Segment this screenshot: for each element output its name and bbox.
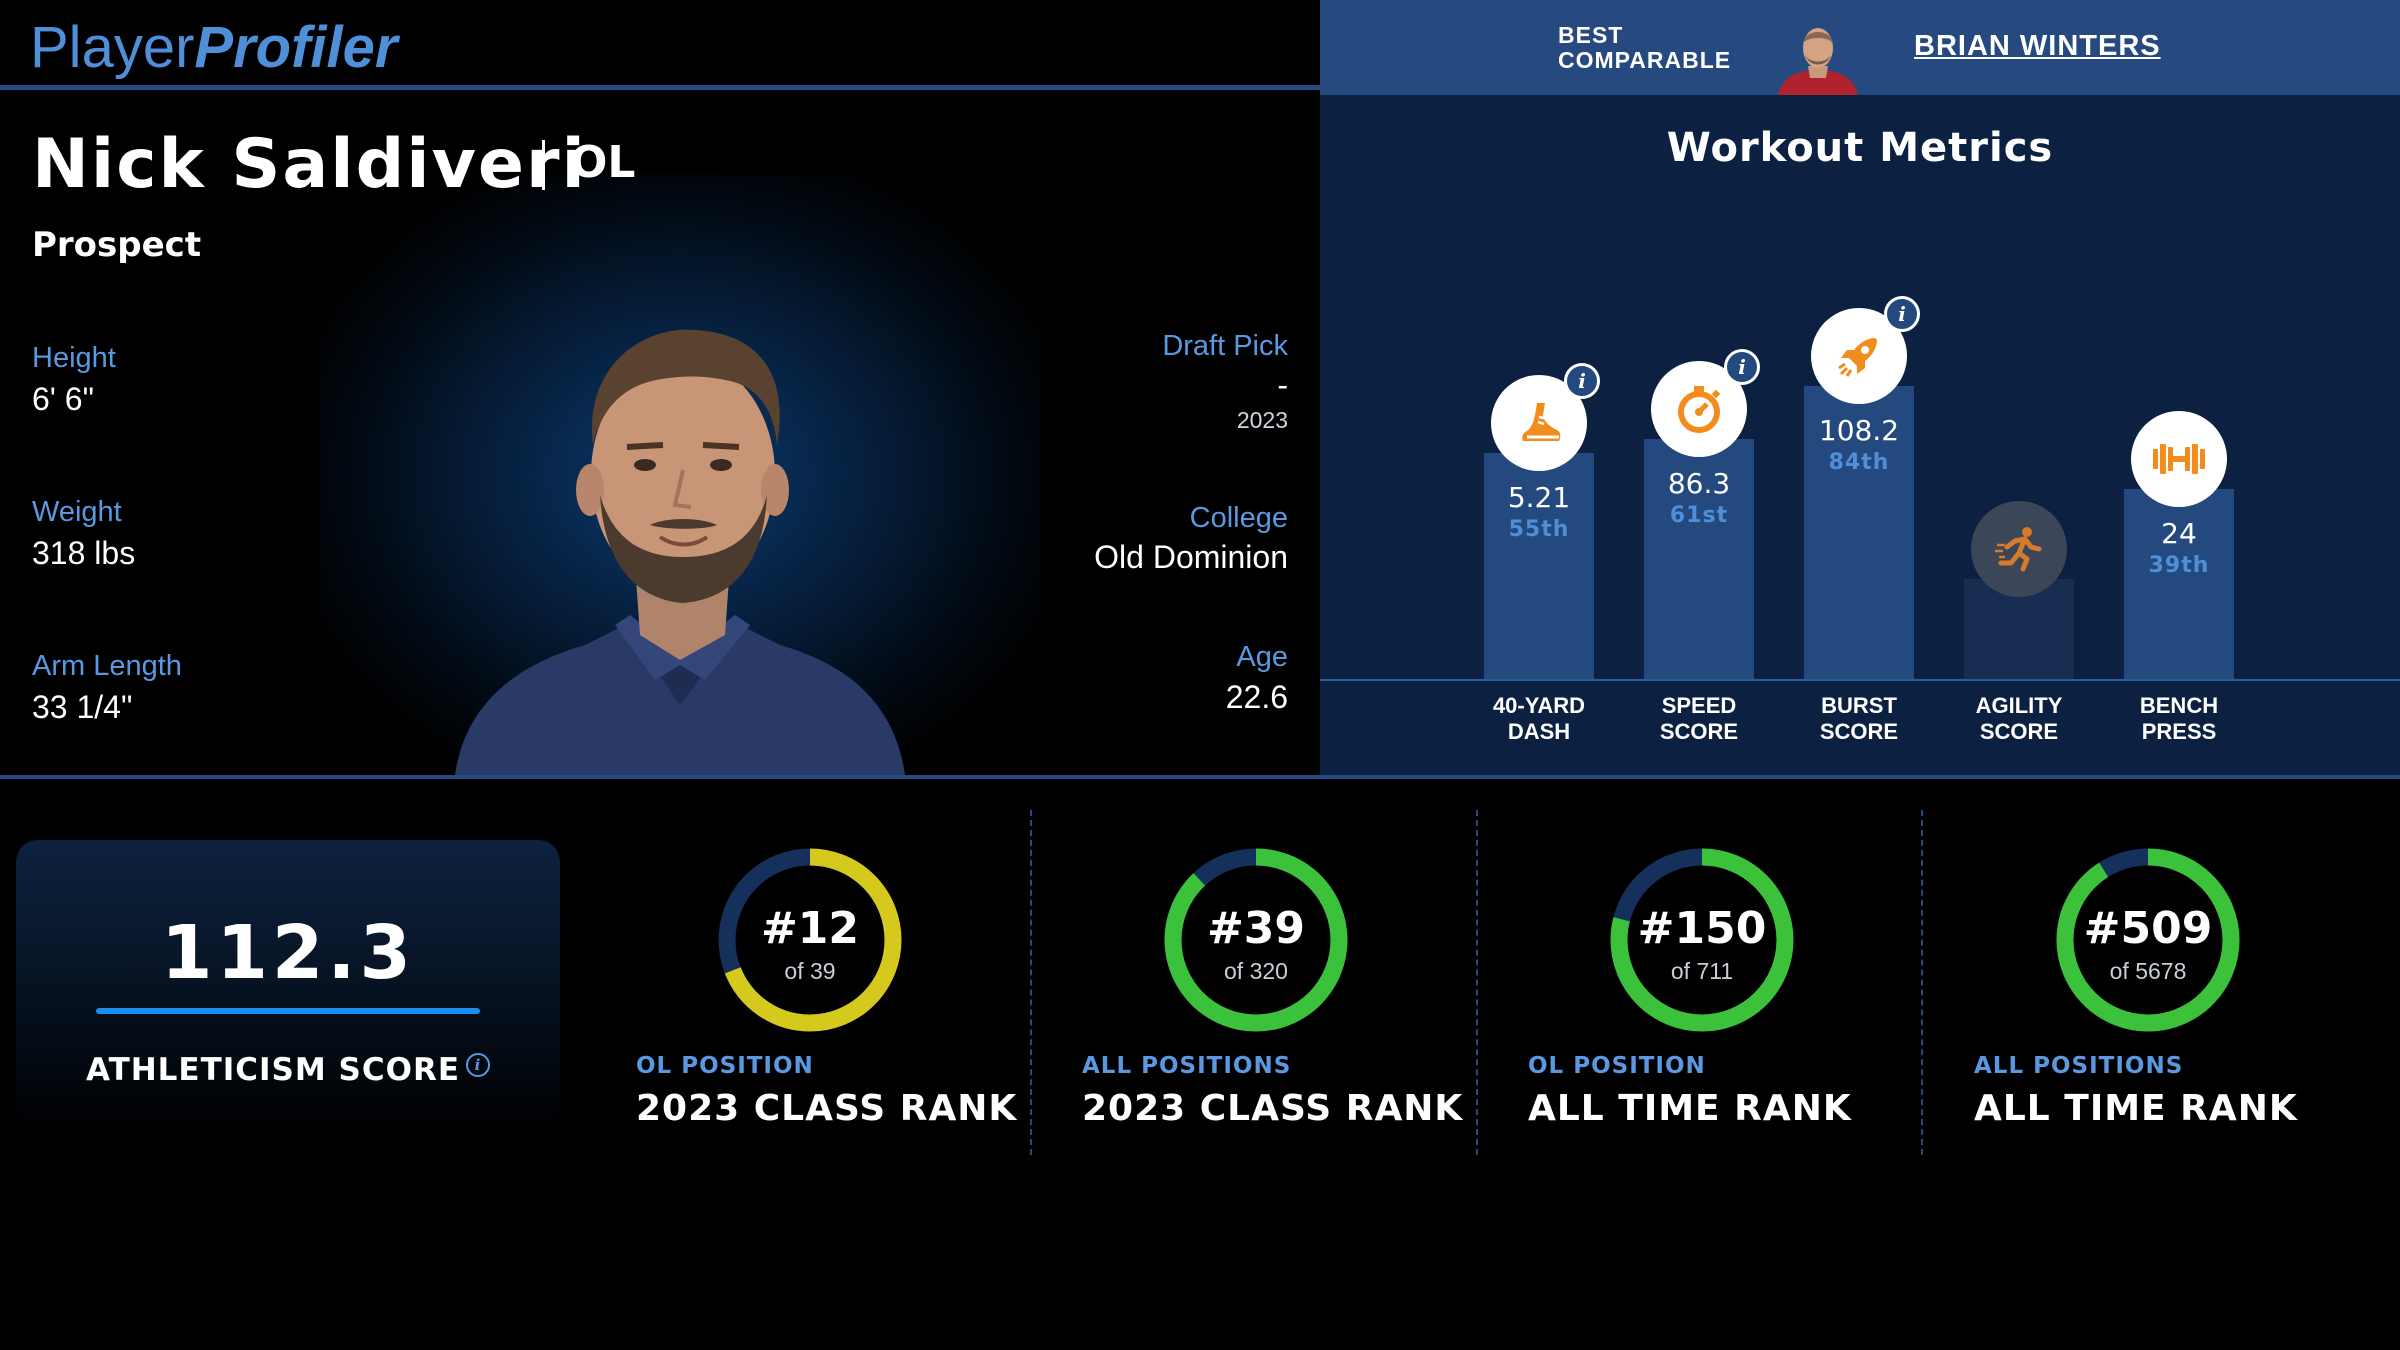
- metric-percentile: 55th: [1508, 516, 1570, 542]
- player-position: OL: [570, 137, 636, 188]
- section-divider: [0, 775, 2400, 779]
- site-logo[interactable]: PlayerProfiler: [30, 12, 397, 83]
- rank-ring: [2048, 840, 2248, 1040]
- athleticism-score-label: ATHLETICISM SCORE i: [16, 1052, 560, 1088]
- athleticism-score-value: 112.3: [160, 910, 416, 996]
- college-label: College: [1189, 502, 1288, 534]
- rank-number: #150: [1637, 903, 1767, 954]
- rank-divider: [1476, 810, 1478, 1155]
- logo-text-player: Player: [30, 15, 195, 80]
- top-bar: PlayerProfiler: [0, 0, 1320, 90]
- metric-bar[interactable]: [2124, 489, 2234, 679]
- draft-pick-value: -: [1277, 367, 1288, 403]
- rank-total: of 5678: [2109, 958, 2187, 984]
- best-comparable-label: BEST COMPARABLE: [1558, 23, 1731, 73]
- metric-bar[interactable]: [1644, 438, 1754, 679]
- info-icon[interactable]: i: [466, 1053, 490, 1077]
- rank-title: 2023 CLASS RANK: [636, 1088, 1018, 1129]
- info-icon[interactable]: i: [1564, 362, 1600, 399]
- rank-ring: [1602, 840, 1802, 1040]
- rank-title: ALL TIME RANK: [1528, 1088, 1852, 1129]
- player-photo: [455, 325, 905, 775]
- metric-label-line1: BENCH: [2139, 693, 2219, 718]
- weight-value: 318 lbs: [32, 535, 136, 571]
- rank-total: of 711: [1670, 958, 1734, 984]
- comparable-player-link[interactable]: BRIAN WINTERS: [1914, 30, 2161, 62]
- metric-label-line2: SCORE: [1819, 719, 1899, 744]
- player-info-panel: Nick Saldiveri OL Prospect Height 6' 6" …: [0, 95, 1320, 775]
- metric-value: 108.2: [1818, 413, 1900, 447]
- best-comparable-label-line2: COMPARABLE: [1558, 47, 1732, 73]
- metric-label-line1: SPEED: [1661, 693, 1737, 718]
- player-status: Prospect: [32, 225, 202, 265]
- rank-divider: [1030, 810, 1032, 1155]
- metric-value: 5.21: [1507, 480, 1571, 514]
- rank-total: of 320: [1224, 958, 1288, 984]
- metric-label: AGILITY SCORE: [1939, 693, 2099, 745]
- metric-label-line1: BURST: [1821, 693, 1897, 718]
- metric-label: BENCH PRESS: [2099, 693, 2259, 745]
- rank-ring: [710, 840, 910, 1040]
- rank-ring: [1156, 840, 1356, 1040]
- metric-label: 40-YARD DASH: [1459, 693, 1619, 745]
- athleticism-score-label-text: ATHLETICISM SCORE: [85, 1052, 460, 1088]
- metric-label-line1: 40-YARD: [1492, 693, 1586, 718]
- rank-number: #39: [1206, 903, 1306, 954]
- best-comparable-label-line1: BEST: [1558, 22, 1624, 48]
- workout-metrics-panel: Workout Metrics i 5.21 55th 40-YARD DASH i 86.…: [1320, 95, 2400, 775]
- metric-value: 86.3: [1667, 466, 1731, 500]
- rank-category: OL POSITION: [1528, 1053, 1706, 1079]
- comparable-avatar[interactable]: [1778, 18, 1858, 95]
- metric-label-line2: SCORE: [1979, 719, 2059, 744]
- draft-year: 2023: [1236, 407, 1288, 433]
- weight-label: Weight: [32, 496, 122, 528]
- athleticism-score-bar: [96, 1008, 480, 1014]
- metric-label: SPEED SCORE: [1619, 693, 1779, 745]
- college-value: Old Dominion: [1094, 539, 1288, 575]
- arm-length-label: Arm Length: [32, 650, 182, 682]
- workout-metrics-title: Workout Metrics: [1666, 125, 2054, 171]
- barbell-icon: [2131, 411, 2227, 508]
- logo-text-profiler: Profiler: [194, 15, 398, 80]
- rank-category: ALL POSITIONS: [1974, 1053, 2184, 1079]
- height-label: Height: [32, 342, 116, 374]
- metric-percentile: 61st: [1669, 502, 1729, 528]
- name-position-separator: [542, 140, 545, 190]
- rank-number: #509: [2083, 903, 2213, 954]
- metric-percentile: 39th: [2148, 553, 2210, 579]
- metric-value: 24: [2161, 517, 2197, 551]
- metric-percentile: 84th: [1828, 449, 1890, 475]
- age-value: 22.6: [1225, 679, 1288, 715]
- rank-category: ALL POSITIONS: [1082, 1053, 1292, 1079]
- metric-bar[interactable]: [1484, 452, 1594, 679]
- runner-icon: [1971, 501, 2067, 597]
- rank-title: 2023 CLASS RANK: [1082, 1088, 1464, 1129]
- arm-length-value: 33 1/4": [32, 689, 133, 725]
- rank-divider: [1921, 810, 1923, 1155]
- best-comparable-bar: BEST COMPARABLE BRIAN WINTERS: [1320, 0, 2400, 95]
- metric-bar[interactable]: [1804, 385, 1914, 679]
- info-icon[interactable]: i: [1724, 348, 1760, 385]
- metric-label: BURST SCORE: [1779, 693, 1939, 745]
- draft-pick-label: Draft Pick: [1162, 330, 1288, 362]
- height-value: 6' 6": [32, 381, 94, 417]
- athleticism-score-card: 112.3 ATHLETICISM SCORE i: [16, 840, 560, 1130]
- age-label: Age: [1236, 641, 1288, 673]
- info-icon[interactable]: i: [1884, 295, 1920, 332]
- metric-label-line1: AGILITY: [1975, 693, 2063, 718]
- metric-label-line2: SCORE: [1659, 719, 1739, 744]
- player-name: Nick Saldiveri: [32, 125, 587, 204]
- rank-total: of 39: [784, 958, 836, 984]
- metric-label-line2: DASH: [1507, 719, 1571, 744]
- chart-baseline: [1320, 679, 2400, 681]
- rank-title: ALL TIME RANK: [1974, 1088, 2298, 1129]
- rank-category: OL POSITION: [636, 1053, 814, 1079]
- rank-number: #12: [760, 903, 860, 954]
- metric-label-line2: PRESS: [2141, 719, 2217, 744]
